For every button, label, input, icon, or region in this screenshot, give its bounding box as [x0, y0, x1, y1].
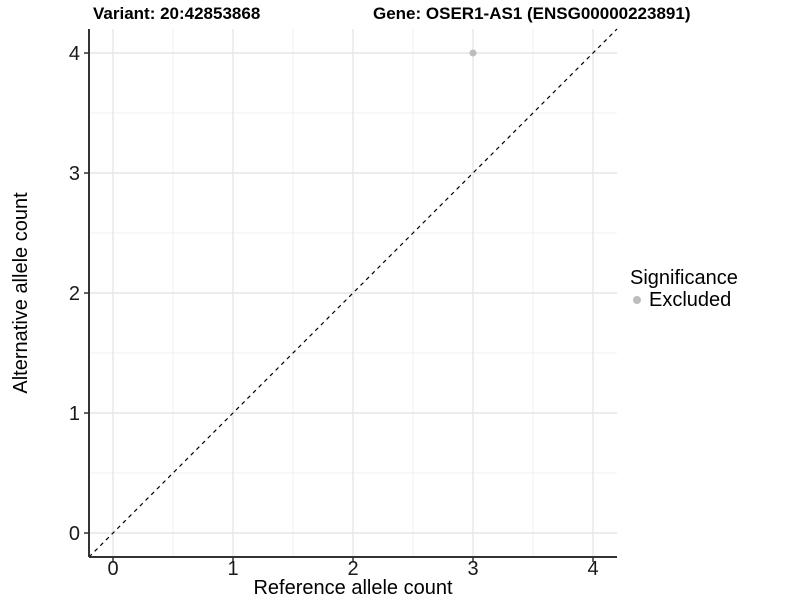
x-tick-label: 4 — [587, 558, 598, 580]
x-tick-label: 2 — [347, 558, 358, 580]
y-tick-label: 2 — [69, 283, 80, 305]
y-tick-label: 3 — [69, 163, 80, 185]
legend: Significance Excluded — [630, 267, 738, 311]
legend-item-label: Excluded — [649, 289, 732, 311]
legend-item-excluded: Excluded — [630, 289, 738, 311]
y-tick-label: 0 — [69, 523, 80, 545]
y-tick-label: 4 — [69, 43, 80, 65]
y-axis-title: Alternative allele count — [10, 192, 32, 394]
legend-title: Significance — [630, 267, 738, 289]
variant-title: Variant: 20:42853868 — [93, 4, 261, 23]
x-tick-label: 0 — [107, 558, 118, 580]
x-tick-label: 1 — [227, 558, 238, 580]
gene-title: Gene: OSER1-AS1 (ENSG00000223891) — [373, 4, 691, 23]
data-point — [469, 49, 477, 57]
excluded-point-icon — [633, 296, 641, 304]
y-tick-label: 1 — [69, 403, 80, 425]
x-axis-title: Reference allele count — [253, 577, 452, 599]
x-tick-label: 3 — [467, 558, 478, 580]
